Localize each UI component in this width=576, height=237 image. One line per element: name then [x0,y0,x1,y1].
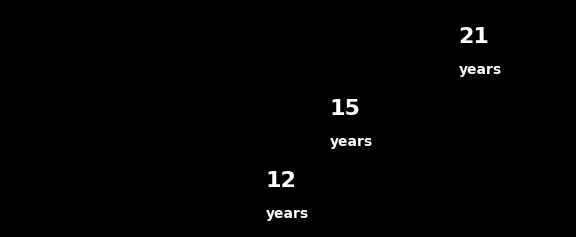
Text: Internet: Internet [6,109,89,128]
Text: years: years [330,135,373,149]
Text: 15: 15 [330,99,361,119]
Text: 12: 12 [266,171,297,191]
Text: years: years [458,63,502,77]
Text: Mobile phones: Mobile phones [9,37,156,55]
Text: years: years [266,207,309,222]
Text: Crypto: Crypto [5,182,73,200]
Text: 21: 21 [458,27,490,47]
